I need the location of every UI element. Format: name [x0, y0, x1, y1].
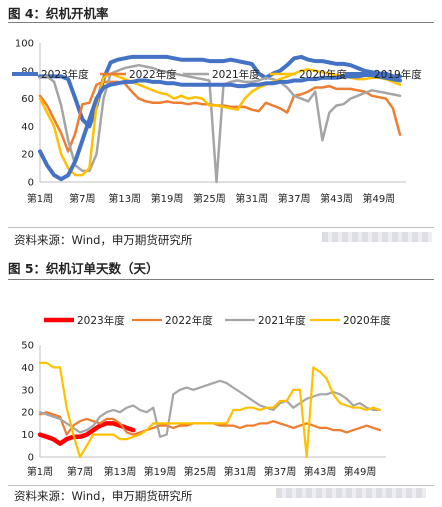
y-tick-label: 80	[21, 66, 34, 77]
legend-label: 2019年度	[374, 68, 422, 81]
x-tick-label: 第37周	[278, 192, 311, 205]
y-tick-label: 20	[21, 408, 34, 419]
x-tick-label: 第1周	[27, 192, 53, 205]
y-tick-label: 100	[15, 39, 34, 50]
series-line	[37, 421, 136, 446]
figure4-source-rule	[8, 227, 434, 228]
x-tick-label: 第43周	[304, 465, 337, 478]
legend-label: 2021年度	[212, 68, 260, 81]
y-tick-label: 0	[28, 178, 34, 189]
figure5-source: 资料来源：Wind，申万期货研究所	[14, 489, 193, 503]
x-tick-label: 第25周	[184, 465, 217, 478]
y-tick-label: 50	[21, 341, 34, 352]
y-tick-label: 0	[28, 453, 34, 464]
x-tick-label: 第25周	[193, 192, 226, 205]
series-line	[38, 63, 402, 184]
x-tick-label: 第31周	[235, 192, 268, 205]
figure5-source-rule	[8, 485, 434, 486]
legend-label: 2022年度	[129, 68, 177, 81]
y-tick-label: 40	[21, 122, 34, 133]
figure4-title-rule	[8, 22, 434, 23]
legend-label: 2021年度	[258, 314, 306, 327]
x-tick-label: 第49周	[344, 465, 377, 478]
watermark-blur	[322, 232, 432, 242]
y-tick-label: 30	[21, 385, 34, 396]
x-tick-label: 第43周	[320, 192, 353, 205]
figure5-chart: 0 10 20 30 40 50 第1周 第7周 第13周 第19周 第25周 第31周 第37周 第43…	[21, 314, 391, 478]
x-tick-label: 第19周	[144, 465, 177, 478]
figure5-title: 图 5：织机订单天数（天）	[8, 261, 159, 276]
y-tick-label: 10	[21, 430, 34, 441]
series-line	[38, 361, 382, 459]
y-tick-label: 40	[21, 363, 34, 374]
watermark-blur	[276, 488, 426, 498]
y-tick-label: 20	[21, 150, 34, 161]
x-tick-label: 第37周	[264, 465, 297, 478]
x-tick-label: 第7周	[69, 192, 95, 205]
legend-label: 2020年度	[299, 68, 347, 81]
figure5-title-rule	[8, 279, 434, 280]
x-tick-label: 第49周	[362, 192, 395, 205]
series-line	[38, 73, 402, 182]
figure4-source: 资料来源：Wind，申万期货研究所	[14, 233, 193, 247]
legend-label: 2020年度	[343, 314, 391, 327]
y-tick-label: 60	[21, 94, 34, 105]
series-line	[38, 379, 382, 438]
legend-label: 2023年度	[77, 314, 125, 327]
legend-label: 2022年度	[165, 314, 213, 327]
x-tick-label: 第13周	[104, 465, 137, 478]
x-tick-label: 第19周	[151, 192, 184, 205]
x-tick-label: 第7周	[67, 465, 93, 478]
x-tick-label: 第31周	[224, 465, 257, 478]
x-tick-label: 第1周	[27, 465, 53, 478]
x-tick-label: 第13周	[108, 192, 141, 205]
legend-label: 2023年度	[41, 68, 89, 81]
figure4-title: 图 4：织机开机率	[8, 6, 109, 21]
